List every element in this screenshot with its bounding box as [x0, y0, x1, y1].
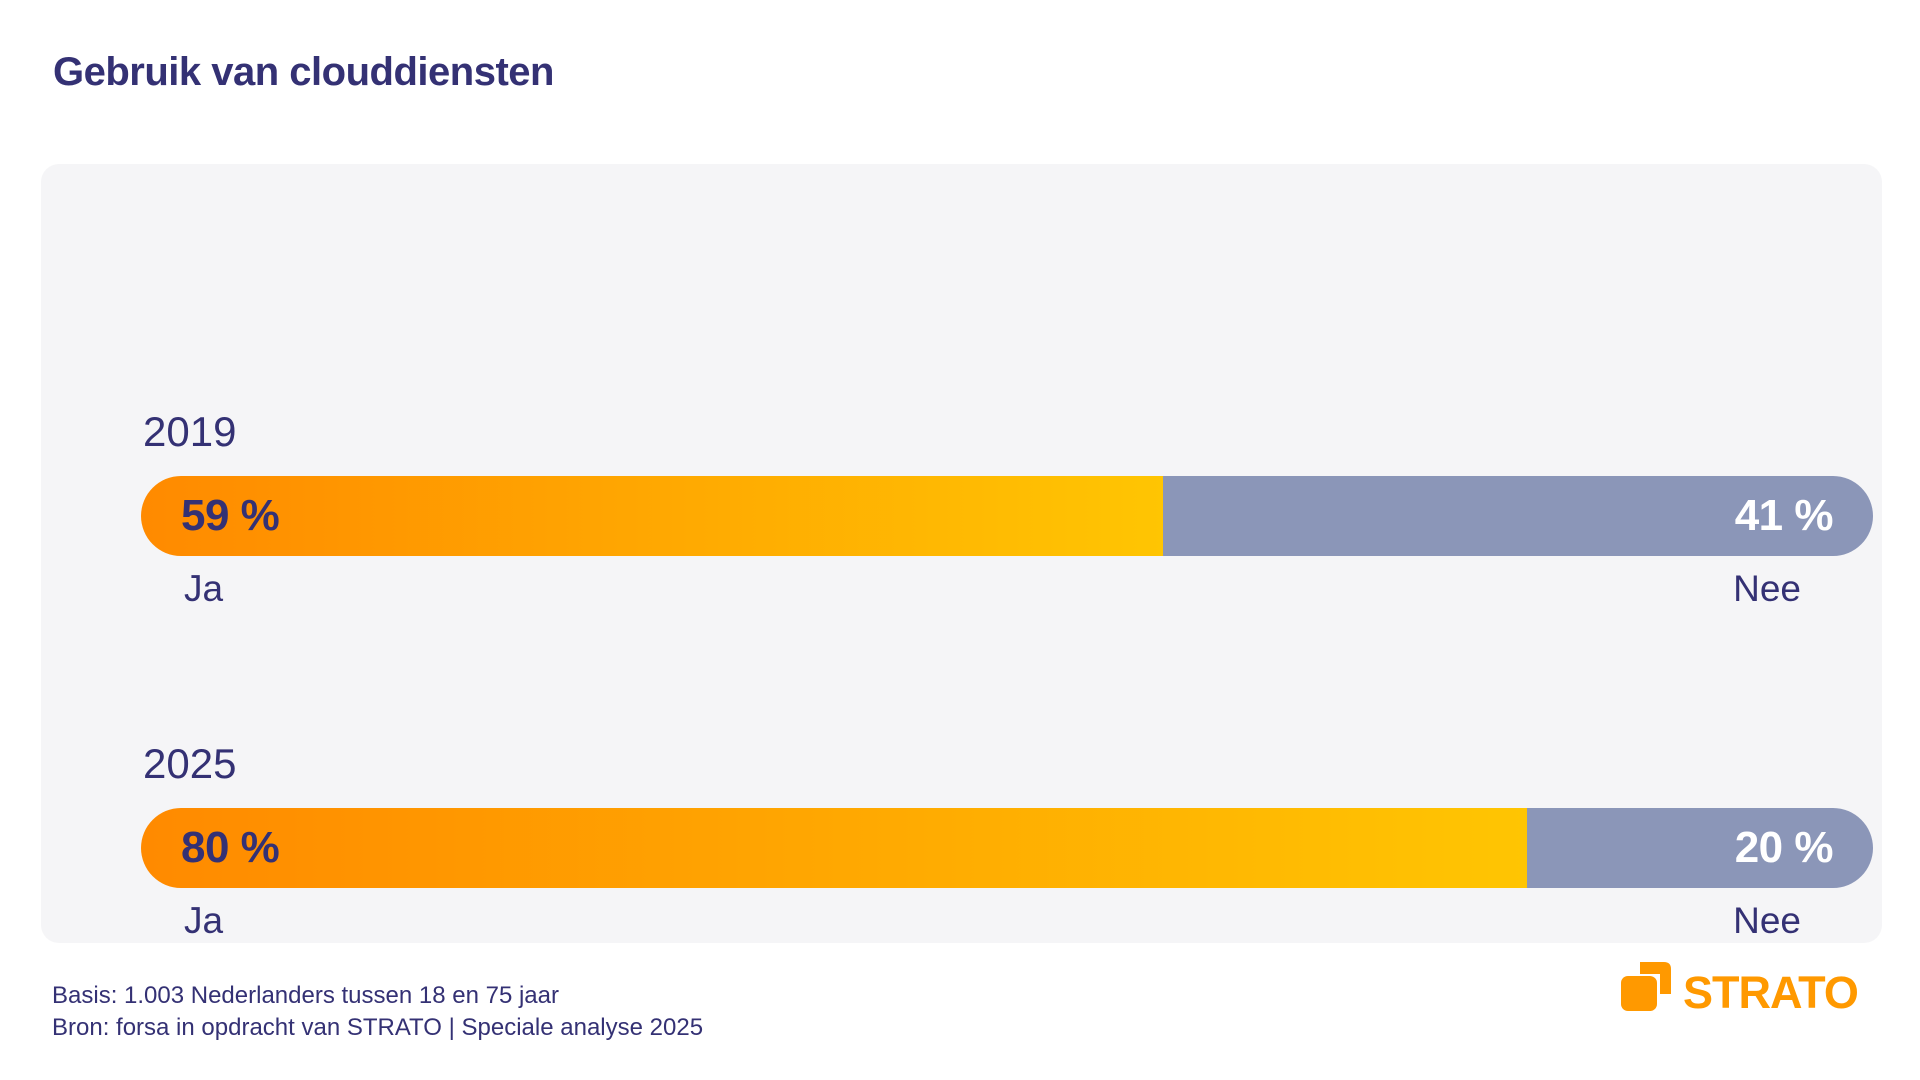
source-note-basis: Basis: 1.003 Nederlanders tussen 18 en 7… — [52, 982, 559, 1009]
bar-segment-ja-2019: 59 % — [141, 476, 1163, 556]
value-label-ja-2025: 80 % — [181, 823, 280, 872]
bar-row-2025: 2025 80 % 20 % Ja Nee — [141, 743, 1873, 963]
caption-nee-2019: Nee — [1733, 568, 1801, 609]
caption-nee-2025: Nee — [1733, 900, 1801, 941]
stacked-bar-2025: 80 % 20 % — [141, 808, 1873, 888]
strato-logo-icon — [1621, 962, 1671, 1011]
bar-captions-2025: Ja Nee — [141, 902, 1873, 939]
caption-ja-2025: Ja — [184, 900, 224, 941]
value-label-nee-2019: 41 % — [1734, 491, 1834, 540]
bar-segment-nee-2019: 41 % — [1162, 476, 1873, 556]
strato-logo-wordmark: STRATO — [1683, 967, 1859, 1018]
bar-captions-2019: Ja Nee — [141, 570, 1873, 607]
year-label-2025: 2025 — [143, 740, 237, 787]
source-note: Basis: 1.003 Nederlanders tussen 18 en 7… — [52, 980, 703, 1044]
year-label-2019: 2019 — [143, 408, 237, 455]
source-note-bron: Bron: forsa in opdracht van STRATO | Spe… — [52, 1014, 704, 1041]
stacked-bar-2019: 59 % 41 % — [141, 476, 1873, 556]
bar-segment-nee-2025: 20 % — [1526, 808, 1873, 888]
bar-segment-ja-2025: 80 % — [141, 808, 1527, 888]
bar-row-2019: 2019 59 % 41 % Ja Nee — [141, 411, 1873, 631]
value-label-ja-2019: 59 % — [181, 491, 280, 540]
strato-logo: STRATO — [1620, 960, 1890, 1015]
caption-ja-2019: Ja — [184, 568, 224, 609]
value-label-nee-2025: 20 % — [1734, 823, 1834, 872]
page-title: Gebruik van clouddiensten — [53, 50, 554, 94]
chart-card: 2019 59 % 41 % Ja Nee 2025 80 % — [41, 164, 1882, 943]
